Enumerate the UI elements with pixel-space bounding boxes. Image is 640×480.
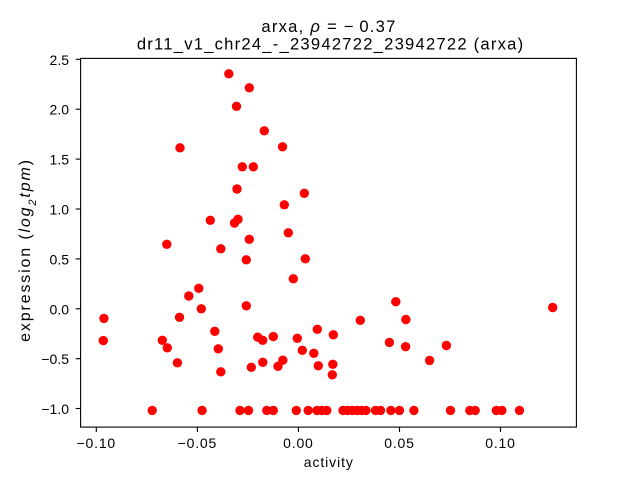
svg-text:−1.0: −1.0 — [41, 401, 69, 417]
svg-text:−0.5: −0.5 — [41, 351, 69, 367]
svg-text:1.0: 1.0 — [50, 202, 70, 218]
svg-text:0.0: 0.0 — [50, 301, 70, 317]
svg-text:0.10: 0.10 — [485, 435, 515, 451]
svg-text:−0.05: −0.05 — [178, 435, 217, 451]
svg-text:2.0: 2.0 — [50, 102, 70, 118]
svg-text:2.5: 2.5 — [50, 52, 70, 68]
svg-text:0.5: 0.5 — [50, 251, 70, 267]
svg-text:0.05: 0.05 — [384, 435, 414, 451]
svg-text:−0.10: −0.10 — [77, 435, 116, 451]
svg-text:1.5: 1.5 — [50, 152, 70, 168]
svg-text:arxa, ρ = − 0.37: arxa, ρ = − 0.37 — [261, 17, 396, 36]
svg-text:dr11_v1_chr24_-_23942722_23942: dr11_v1_chr24_-_23942722_23942722 (arxa) — [137, 34, 524, 53]
svg-text:0.00: 0.00 — [283, 435, 313, 451]
svg-text:activity: activity — [304, 454, 354, 470]
